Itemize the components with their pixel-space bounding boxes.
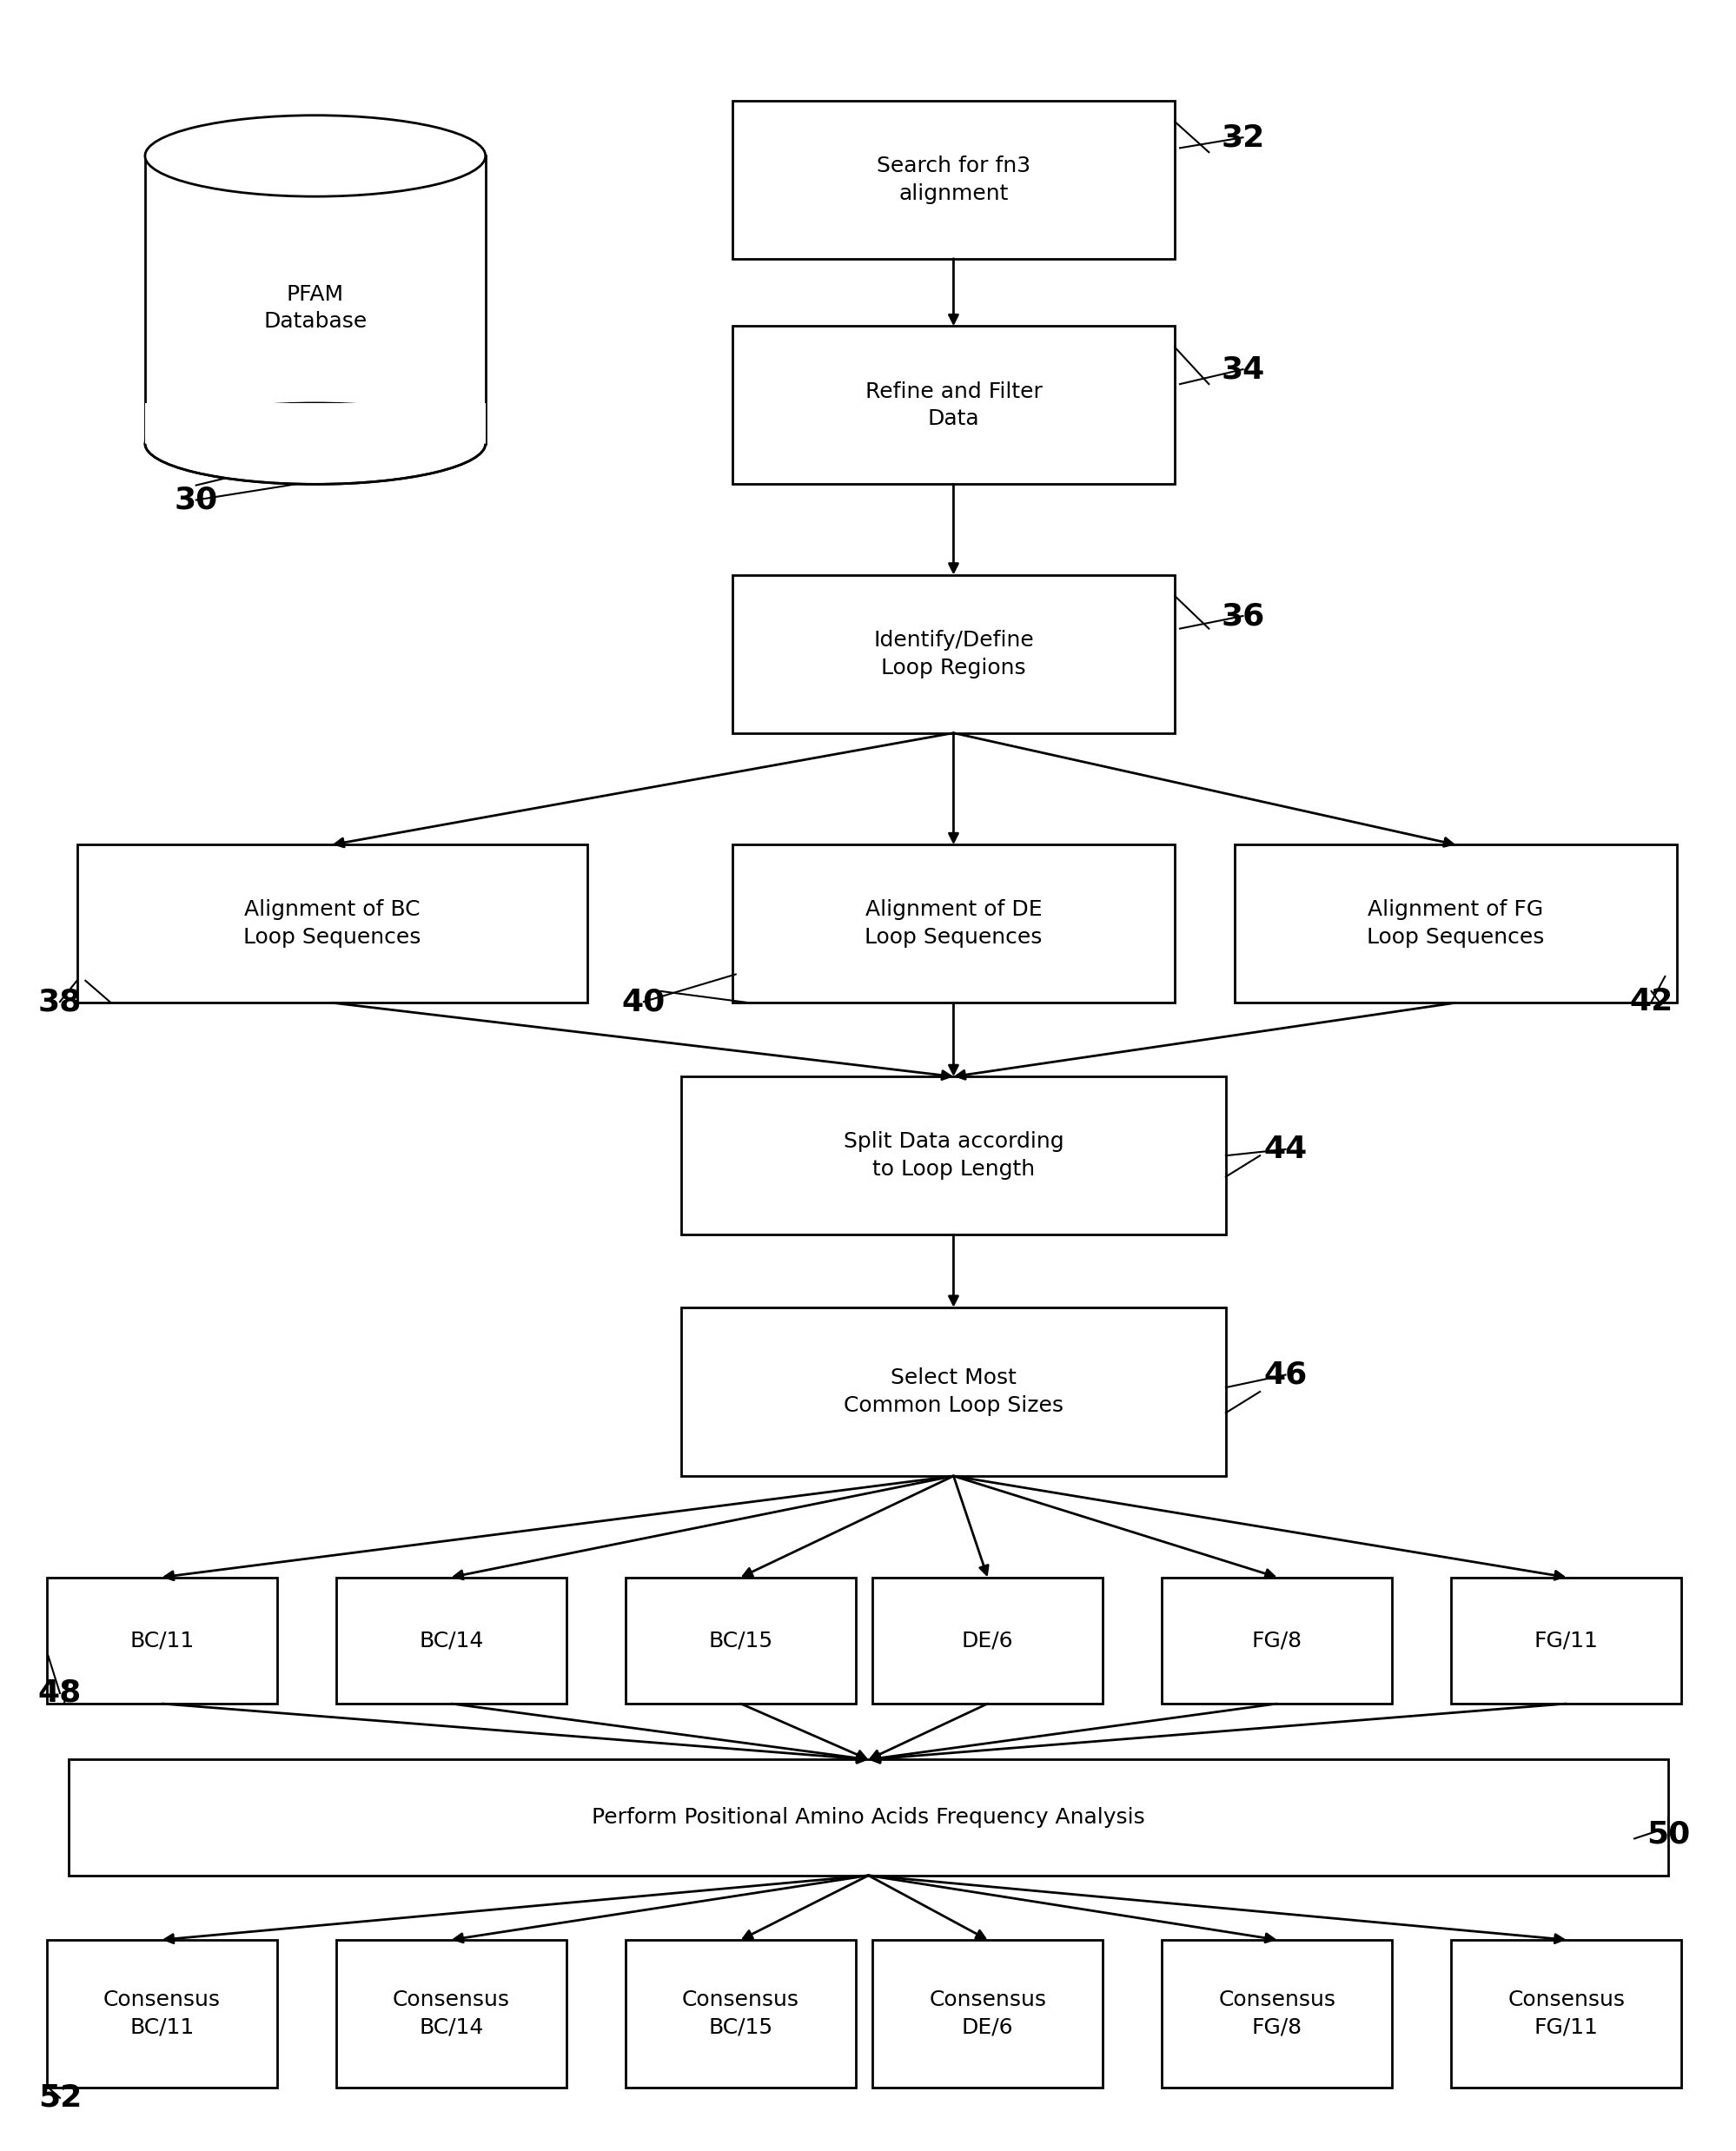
- Text: Consensus
DE/6: Consensus DE/6: [929, 1990, 1045, 2037]
- Bar: [871, 1577, 1102, 1704]
- Text: Alignment of BC
Loop Sequences: Alignment of BC Loop Sequences: [243, 899, 420, 949]
- Bar: [681, 1076, 1226, 1235]
- Bar: [733, 845, 1174, 1002]
- Text: 46: 46: [1264, 1359, 1307, 1390]
- Text: Consensus
BC/14: Consensus BC/14: [392, 1990, 510, 2037]
- Bar: [625, 1577, 856, 1704]
- Text: Consensus
BC/15: Consensus BC/15: [682, 1990, 799, 2037]
- Bar: [681, 1308, 1226, 1476]
- Text: DE/6: DE/6: [962, 1630, 1014, 1650]
- Bar: [337, 1940, 566, 2086]
- Ellipse shape: [146, 116, 484, 196]
- Text: 36: 36: [1220, 600, 1264, 630]
- Text: FG/11: FG/11: [1533, 1630, 1597, 1650]
- Text: 50: 50: [1646, 1820, 1689, 1850]
- Ellipse shape: [146, 402, 484, 484]
- Text: Refine and Filter
Data: Refine and Filter Data: [865, 381, 1042, 430]
- Text: 52: 52: [38, 2082, 82, 2112]
- Text: BC/14: BC/14: [418, 1630, 484, 1650]
- Text: Alignment of DE
Loop Sequences: Alignment of DE Loop Sequences: [865, 899, 1042, 949]
- Text: 48: 48: [38, 1678, 82, 1708]
- Text: 44: 44: [1264, 1134, 1307, 1164]
- Bar: [871, 1940, 1102, 2086]
- Text: BC/15: BC/15: [708, 1630, 773, 1650]
- Text: 42: 42: [1628, 987, 1672, 1017]
- Text: PFAM
Database: PFAM Database: [264, 284, 366, 331]
- Bar: [144, 155, 486, 443]
- Text: 32: 32: [1220, 123, 1264, 153]
- Bar: [625, 1940, 856, 2086]
- Text: BC/11: BC/11: [130, 1630, 194, 1650]
- Bar: [1451, 1577, 1680, 1704]
- Text: Split Data according
to Loop Length: Split Data according to Loop Length: [844, 1131, 1062, 1179]
- Text: 34: 34: [1220, 355, 1264, 385]
- Text: Identify/Define
Loop Regions: Identify/Define Loop Regions: [873, 630, 1033, 678]
- Text: FG/8: FG/8: [1252, 1630, 1302, 1650]
- Text: Alignment of FG
Loop Sequences: Alignment of FG Loop Sequences: [1366, 899, 1543, 949]
- Text: Select Most
Common Loop Sizes: Select Most Common Loop Sizes: [844, 1368, 1062, 1415]
- Bar: [144, 402, 486, 443]
- Text: Consensus
FG/8: Consensus FG/8: [1217, 1990, 1335, 2037]
- Text: 38: 38: [38, 987, 82, 1017]
- Bar: [68, 1760, 1668, 1876]
- Text: Search for fn3
alignment: Search for fn3 alignment: [877, 155, 1029, 204]
- Bar: [47, 1577, 276, 1704]
- Text: Consensus
BC/11: Consensus BC/11: [104, 1990, 220, 2037]
- Bar: [337, 1577, 566, 1704]
- Bar: [1234, 845, 1677, 1002]
- Bar: [1161, 1940, 1391, 2086]
- Bar: [76, 845, 587, 1002]
- Text: 30: 30: [174, 486, 217, 514]
- Bar: [1451, 1940, 1680, 2086]
- Text: Consensus
FG/11: Consensus FG/11: [1507, 1990, 1625, 2037]
- Bar: [733, 101, 1174, 258]
- Text: Perform Positional Amino Acids Frequency Analysis: Perform Positional Amino Acids Frequency…: [592, 1807, 1144, 1828]
- Bar: [733, 327, 1174, 484]
- Text: 40: 40: [621, 987, 665, 1017]
- Bar: [1161, 1577, 1391, 1704]
- Bar: [47, 1940, 276, 2086]
- Bar: [733, 574, 1174, 733]
